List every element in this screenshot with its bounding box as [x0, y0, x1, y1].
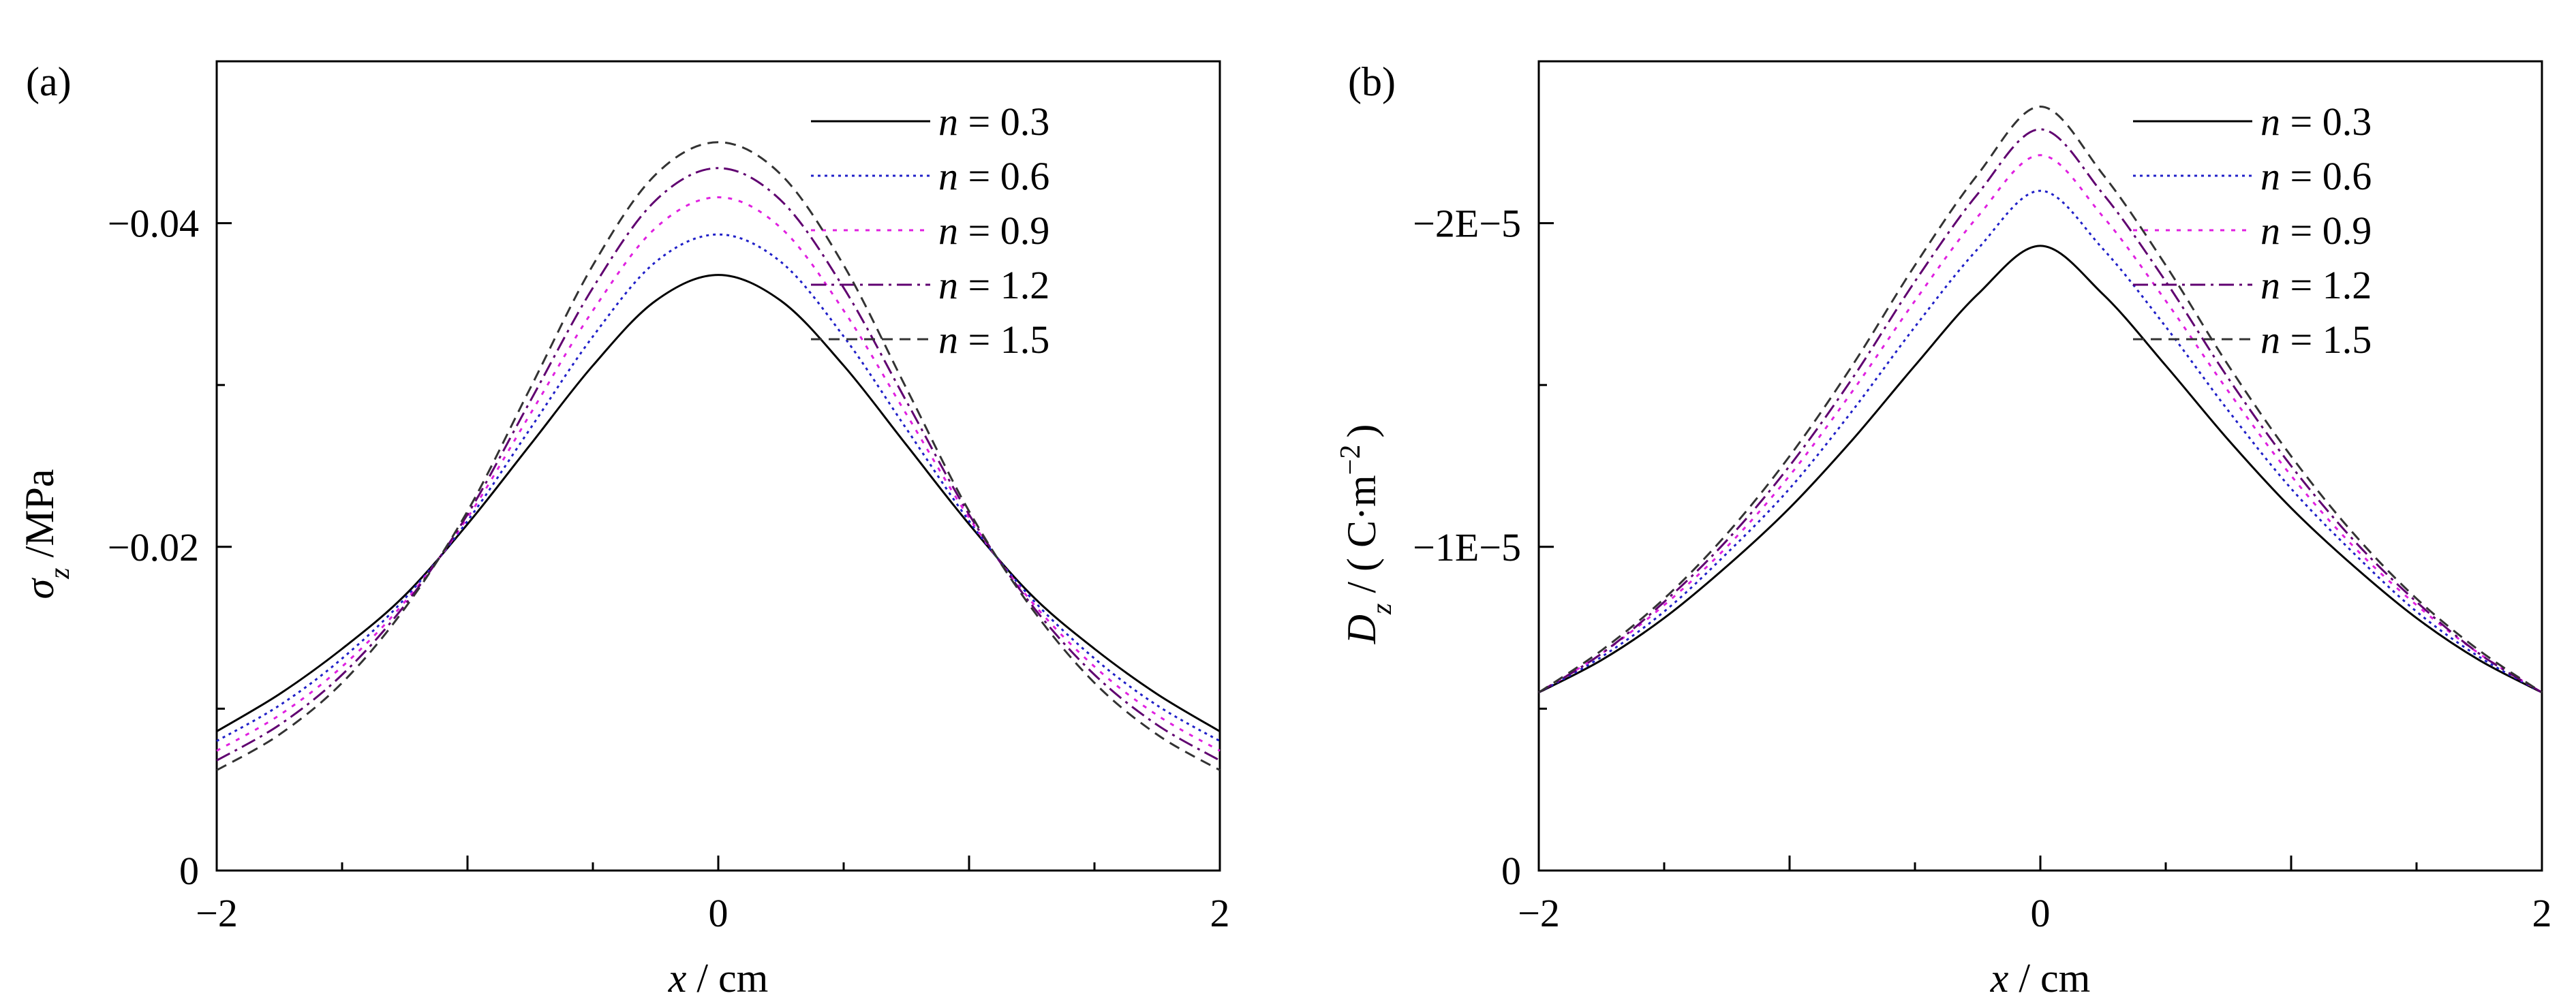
panel-label: (a)	[26, 59, 72, 104]
y-axis-unit: /MPa	[17, 469, 62, 568]
x-tick-label: 0	[709, 891, 729, 935]
legend-variable: n	[2260, 208, 2280, 253]
legend-variable: n	[938, 208, 958, 253]
series-line-n-1-5	[1538, 105, 2543, 693]
legend-value: = 1.5	[2280, 317, 2372, 362]
panel-label: (b)	[1348, 59, 1396, 104]
legend-value: = 1.2	[2280, 263, 2372, 307]
legend-label: n = 1.2	[2260, 263, 2372, 307]
series-line-n-1-2	[1538, 128, 2543, 693]
y-axis-title: σz /MPa	[17, 469, 76, 599]
legend-variable: n	[2260, 317, 2280, 362]
x-tick-label: −2	[196, 891, 238, 935]
series-line-n-0-9	[216, 196, 1221, 752]
legend-value: = 0.6	[2280, 154, 2372, 198]
x-axis-variable: x	[668, 956, 687, 1001]
x-axis-title: x / cm	[668, 956, 769, 1001]
x-tick-label: −2	[1518, 891, 1560, 935]
y-tick-label: 0	[1501, 849, 1521, 893]
y-tick-label: 0	[179, 849, 199, 893]
x-tick-label: 2	[2532, 891, 2552, 935]
y-axis-variable: D	[1339, 614, 1384, 644]
series-line-n-0-6	[216, 233, 1221, 742]
y-axis-unit-close: )	[1339, 424, 1384, 438]
y-tick-label: −1E−5	[1413, 525, 1521, 569]
x-tick-label: 0	[2031, 891, 2051, 935]
y-tick-label: −2E−5	[1413, 202, 1521, 246]
x-axis-unit: / cm	[2008, 956, 2090, 1001]
legend-value: = 0.3	[2280, 99, 2372, 144]
legend-value: = 0.9	[958, 208, 1049, 253]
legend-value: = 1.2	[958, 263, 1049, 307]
x-axis-title: x / cm	[1990, 956, 2091, 1001]
y-axis-subscript: z	[1366, 604, 1398, 615]
y-axis-variable: σ	[17, 577, 62, 599]
legend-label: n = 0.6	[2260, 154, 2372, 198]
x-axis-unit: / cm	[686, 956, 768, 1001]
plot-frame	[1537, 60, 2543, 872]
y-axis-title: Dz / ( C·m−2)	[1335, 424, 1398, 645]
y-axis-unit: / ( C·m	[1339, 475, 1384, 603]
legend-value: = 0.6	[958, 154, 1049, 198]
legend-variable: n	[938, 99, 958, 144]
y-axis-subscript: z	[44, 568, 76, 580]
series-line-n-1-5	[216, 141, 1221, 772]
legend-label: n = 0.9	[2260, 208, 2372, 253]
x-axis-variable: x	[1990, 956, 2009, 1001]
legend-label: n = 0.9	[938, 208, 1049, 253]
legend-variable: n	[2260, 263, 2280, 307]
series-line-n-0-3	[216, 274, 1221, 732]
legend-label: n = 1.5	[938, 317, 1049, 362]
y-tick-label: −0.04	[108, 202, 199, 246]
plot-frame	[215, 60, 1221, 872]
legend-variable: n	[2260, 99, 2280, 144]
legend-label: n = 1.2	[938, 263, 1049, 307]
legend-variable: n	[938, 317, 958, 362]
series-line-n-0-6	[1538, 189, 2543, 693]
legend-variable: n	[938, 154, 958, 198]
legend-variable: n	[2260, 154, 2280, 198]
x-tick-label: 2	[1210, 891, 1230, 935]
y-tick-label: −0.02	[108, 525, 199, 569]
series-line-n-0-3	[1538, 245, 2543, 693]
legend-variable: n	[938, 263, 958, 307]
y-axis-superscript: −2	[1335, 445, 1366, 475]
legend-value: = 0.9	[2280, 208, 2372, 253]
legend-label: n = 0.6	[938, 154, 1049, 198]
legend-label: n = 1.5	[2260, 317, 2372, 362]
series-line-n-1-2	[216, 167, 1221, 762]
legend-value: = 1.5	[958, 317, 1049, 362]
legend-label: n = 0.3	[2260, 99, 2372, 144]
series-line-n-0-9	[1538, 154, 2543, 693]
legend-value: = 0.3	[958, 99, 1049, 144]
legend-label: n = 0.3	[938, 99, 1049, 144]
